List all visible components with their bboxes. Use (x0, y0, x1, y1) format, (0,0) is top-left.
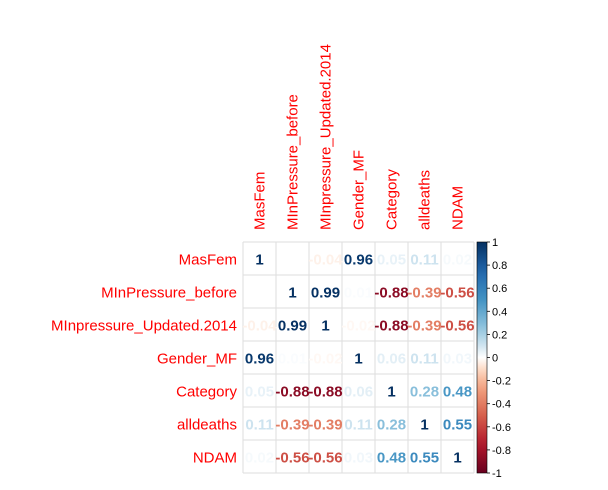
cell-value: 0.06 (377, 351, 406, 368)
colorbar-tick-label: -0.4 (492, 399, 511, 411)
column-label: alldeaths (417, 170, 434, 230)
column-label: MInPressure_before (285, 94, 302, 230)
colorbar-tick-label: 0.4 (492, 306, 507, 318)
colorbar-tick-label: 0.8 (492, 260, 507, 272)
colorbar: 1 0.8 0.6 0.4 0.2 0 -0.2 -0.4 -0.6 -0.8 -1 (476, 237, 511, 480)
cell-value: 0.99 (311, 285, 340, 302)
column-label: Category (384, 169, 401, 230)
cell-value: -0.88 (275, 384, 309, 401)
cell-value: 0.96 (245, 351, 274, 368)
column-label: MInpressure_Updated.2014 (318, 44, 335, 230)
cell-value: -0.56 (440, 285, 474, 302)
colorbar-tick-label: 0.6 (492, 283, 507, 295)
row-labels: MasFem MInPressure_before MInpressure_Upda… (51, 252, 237, 467)
colorbar-tick-label: 0 (492, 353, 498, 365)
row-label: Gender_MF (157, 351, 237, 368)
colorbar-tick-label: -1 (492, 468, 502, 480)
cell-value: 0.02 (245, 450, 274, 467)
cell-value: 0.48 (443, 384, 472, 401)
colorbar-tick-label: 0.2 (492, 329, 507, 341)
cell-value: 0.96 (344, 252, 373, 269)
cell-value: -0.02 (308, 351, 342, 368)
cell-value: 0.02 (443, 252, 472, 269)
colorbar-tick-label: -0.2 (492, 376, 511, 388)
cell-value: 1 (420, 417, 428, 434)
cell-value: 0.00 (278, 252, 307, 269)
row-label: NDAM (193, 450, 237, 467)
row-label: MInpressure_Updated.2014 (51, 318, 237, 335)
cell-value: 0.11 (245, 417, 273, 434)
cell-value: 0.00 (245, 285, 274, 302)
row-label: MasFem (179, 252, 237, 269)
cell-value: 0.05 (377, 252, 406, 269)
cell-value: 0.06 (344, 384, 373, 401)
cell-value: -0.56 (440, 318, 474, 335)
cell-value: 0.11 (410, 351, 438, 368)
colorbar-gradient (476, 241, 488, 474)
row-label: MInPressure_before (101, 285, 237, 302)
cell-value: 0.01 (344, 285, 373, 302)
column-label: MasFem (252, 172, 269, 230)
row-label: alldeaths (177, 417, 237, 434)
cell-value: 1 (255, 252, 263, 269)
cell-value: -0.88 (374, 318, 408, 335)
cell-value: -0.39 (407, 318, 441, 335)
cell-value: 0.28 (377, 417, 406, 434)
cell-value: -0.04 (242, 318, 277, 335)
cell-value: 0.03 (443, 351, 472, 368)
cell-value: 0.48 (377, 450, 406, 467)
cell-value: -0.56 (308, 450, 342, 467)
cell-value: -0.39 (407, 285, 441, 302)
cell-value: 0.55 (443, 417, 472, 434)
cell-value: -0.56 (275, 450, 309, 467)
cell-value: -0.88 (374, 285, 408, 302)
cell-value: 0.03 (344, 450, 373, 467)
column-labels: MasFem MInPressure_before MInpressure_Upda… (252, 44, 467, 230)
cell-value: -0.39 (308, 417, 342, 434)
cell-value: -0.02 (341, 318, 375, 335)
cell-value: -0.88 (308, 384, 342, 401)
cell-labels: 1 0.00 -0.04 0.96 0.05 0.11 0.020.00 1 0.99 0.01-… (242, 252, 474, 467)
cell-value: 1 (288, 285, 296, 302)
colorbar-tick-label: -0.6 (492, 422, 511, 434)
column-label: Gender_MF (351, 150, 368, 230)
colorbar-tick-label: 1 (492, 237, 498, 249)
cell-value: 0.28 (410, 384, 439, 401)
cell-value: 0.55 (410, 450, 439, 467)
cell-value: 1 (453, 450, 461, 467)
cell-value: 0.11 (344, 417, 372, 434)
cell-value: 1 (321, 318, 329, 335)
cell-value: 1 (387, 384, 395, 401)
column-label: NDAM (450, 186, 467, 230)
colorbar-tick-label: -0.8 (492, 445, 511, 457)
cell-value: 0.05 (245, 384, 274, 401)
correlation-grid (242, 241, 475, 474)
cell-value: 0.11 (410, 252, 438, 269)
cell-value: 1 (354, 351, 362, 368)
cell-value: 0.99 (278, 318, 307, 335)
cell-value: -0.04 (308, 252, 343, 269)
cell-value: 0.01 (278, 351, 307, 368)
row-label: Category (176, 384, 237, 401)
cell-value: -0.39 (275, 417, 309, 434)
